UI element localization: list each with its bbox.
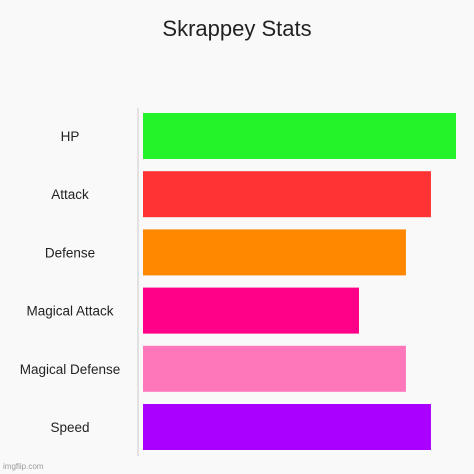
category-label-defense: Defense [45,245,95,260]
bars-group [143,113,456,450]
category-label-attack: Attack [51,187,89,202]
category-label-speed: Speed [50,420,89,435]
watermark: imgflip.com [3,462,44,471]
bar-magical-attack [143,287,359,334]
category-label-magical-defense: Magical Defense [20,362,121,377]
category-label-magical-attack: Magical Attack [26,304,113,319]
bar-magical-defense [143,345,406,392]
category-label-hp: HP [61,129,80,144]
chart-title: Skrappey Stats [162,16,311,41]
bar-speed [143,404,431,450]
bar-hp [143,113,456,159]
category-labels-group: HP Attack Defense Magical Attack Magical Def… [20,129,121,435]
bar-attack [143,171,431,218]
bar-defense [143,229,406,276]
